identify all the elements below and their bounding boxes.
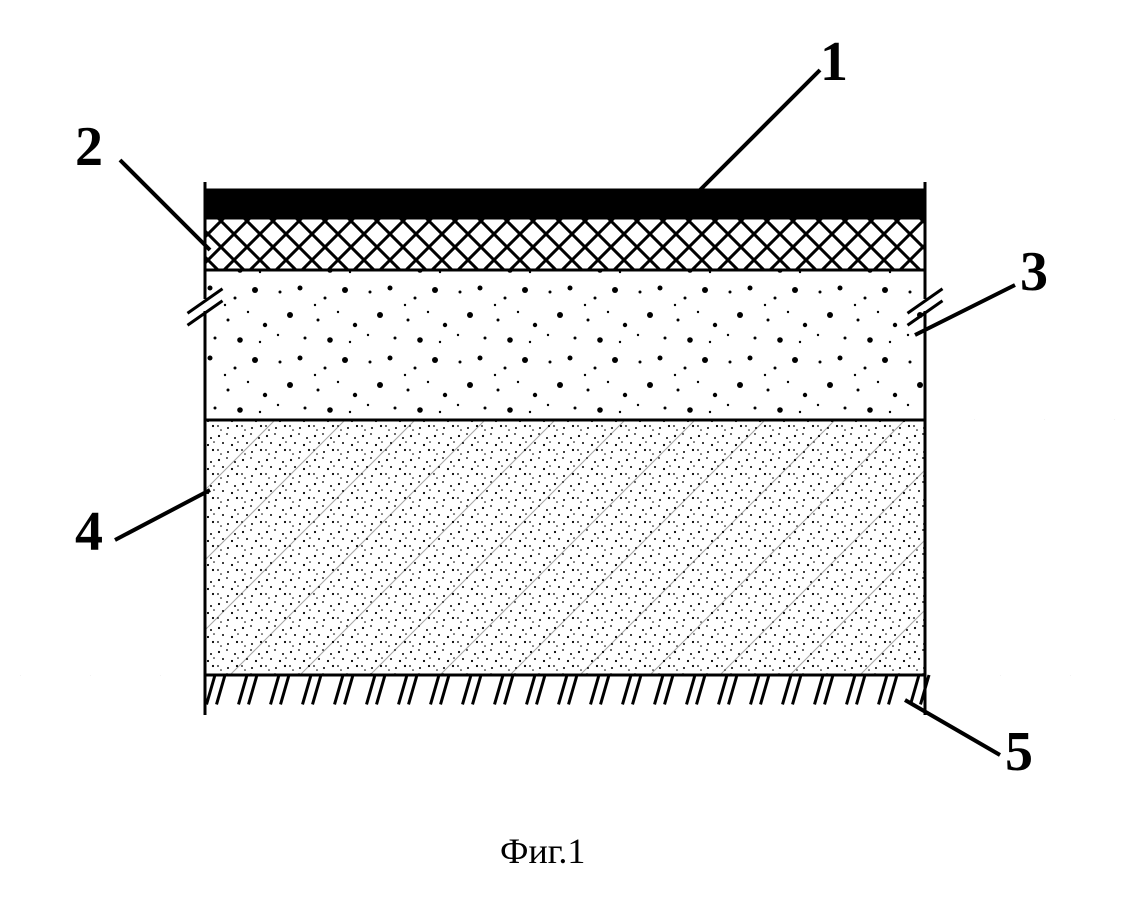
ground-hatch bbox=[473, 675, 482, 704]
ground-hatch bbox=[217, 675, 226, 704]
ground-hatch bbox=[313, 675, 322, 704]
ground-hatch bbox=[601, 675, 610, 704]
ground-hatch bbox=[665, 675, 674, 704]
ground-hatch bbox=[505, 675, 514, 704]
ground-hatch bbox=[847, 675, 856, 704]
ground-hatch bbox=[239, 675, 248, 704]
ground-hatch bbox=[527, 675, 536, 704]
ground-hatch bbox=[367, 675, 376, 704]
ground-hatch bbox=[857, 675, 866, 704]
ground-hatch bbox=[399, 675, 408, 704]
layer-l1_solid bbox=[205, 190, 925, 218]
ground-hatch bbox=[655, 675, 664, 704]
ground-hatch bbox=[559, 675, 568, 704]
ground-hatch bbox=[569, 675, 578, 704]
mask-right bbox=[925, 420, 1125, 675]
ground-hatch bbox=[815, 675, 824, 704]
ground-hatch bbox=[281, 675, 290, 704]
leader-l5 bbox=[905, 700, 1000, 755]
diagram-canvas: 1 2 3 4 5 Фиг.1 bbox=[0, 0, 1125, 897]
ground-hatch bbox=[249, 675, 258, 704]
ground-hatch bbox=[719, 675, 728, 704]
ground-hatch bbox=[729, 675, 738, 704]
ground-hatch bbox=[271, 675, 280, 704]
figure-caption: Фиг.1 bbox=[500, 830, 585, 872]
ground-hatch bbox=[409, 675, 418, 704]
ground-hatch bbox=[783, 675, 792, 704]
layer-l3_coarse bbox=[205, 270, 925, 420]
ground-hatch bbox=[345, 675, 354, 704]
layer-l4_fine bbox=[205, 420, 925, 675]
ground-hatch bbox=[495, 675, 504, 704]
callout-label-5: 5 bbox=[1005, 720, 1033, 784]
ground-hatch bbox=[879, 675, 888, 704]
ground-hatch bbox=[303, 675, 312, 704]
ground-hatch bbox=[431, 675, 440, 704]
callout-label-1: 1 bbox=[820, 30, 848, 94]
ground-hatch bbox=[441, 675, 450, 704]
ground-hatch bbox=[793, 675, 802, 704]
callout-label-2: 2 bbox=[75, 115, 103, 179]
ground-hatch bbox=[633, 675, 642, 704]
ground-hatch bbox=[463, 675, 472, 704]
layer-l2_crosshatch bbox=[205, 218, 925, 270]
ground-hatch bbox=[751, 675, 760, 704]
ground-hatch bbox=[207, 675, 216, 704]
leader-l1 bbox=[700, 70, 820, 190]
ground-hatch bbox=[623, 675, 632, 704]
ground-hatch bbox=[761, 675, 770, 704]
ground-hatch bbox=[911, 675, 920, 704]
ground-hatch bbox=[591, 675, 600, 704]
ground-hatch bbox=[377, 675, 386, 704]
ground-hatch bbox=[335, 675, 344, 704]
ground-hatch bbox=[697, 675, 706, 704]
section-drawing bbox=[0, 0, 1125, 897]
ground-hatch bbox=[825, 675, 834, 704]
leader-l2 bbox=[120, 160, 210, 250]
ground-hatch bbox=[889, 675, 898, 704]
ground-hatch bbox=[687, 675, 696, 704]
callout-label-4: 4 bbox=[75, 500, 103, 564]
callout-label-3: 3 bbox=[1020, 240, 1048, 304]
ground-hatch bbox=[537, 675, 546, 704]
